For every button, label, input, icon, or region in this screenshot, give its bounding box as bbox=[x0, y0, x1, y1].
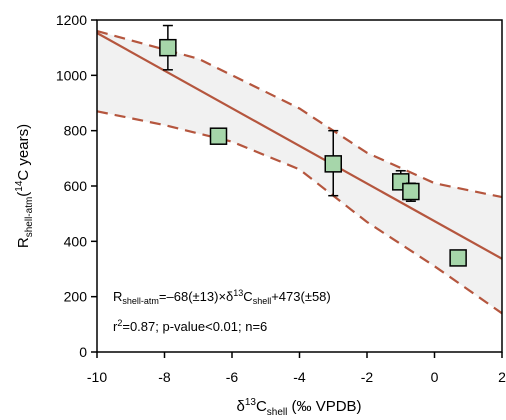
point-marker bbox=[402, 182, 420, 201]
x-tick-label: -8 bbox=[158, 369, 171, 385]
data-point bbox=[159, 24, 177, 71]
x-tick-label: 2 bbox=[498, 369, 506, 385]
x-tick-label: 0 bbox=[431, 369, 439, 385]
y-tick-label: 400 bbox=[64, 233, 88, 249]
x-tick-label: -4 bbox=[293, 369, 306, 385]
x-tick-label: -2 bbox=[361, 369, 374, 385]
y-axis-ticks: 0 200 400 600 800 1000 1200 bbox=[56, 12, 97, 360]
x-axis-title: δ13Cshell (‰ VPDB) bbox=[236, 397, 361, 418]
data-point bbox=[209, 127, 228, 145]
point-marker bbox=[209, 127, 228, 145]
y-tick-label: 0 bbox=[79, 344, 87, 360]
regression-line bbox=[96, 32, 503, 260]
data-point bbox=[402, 182, 420, 202]
regression-equation: Rshell-atm=–68(±13)×δ13Cshell+473(±58) bbox=[113, 288, 331, 306]
fit-statistics: r2=0.87; p-value<0.01; n=6 bbox=[113, 318, 267, 334]
point-layer bbox=[159, 24, 467, 267]
y-tick-label: 600 bbox=[64, 178, 88, 194]
y-tick-label: 200 bbox=[64, 289, 88, 305]
point-marker bbox=[159, 38, 177, 57]
data-point bbox=[449, 249, 467, 267]
confidence-band-layer bbox=[97, 31, 502, 314]
y-tick-label: 800 bbox=[64, 123, 88, 139]
data-point bbox=[324, 129, 342, 197]
confidence-band bbox=[97, 31, 502, 314]
x-axis-ticks: -10 -8 -6 -4 -2 0 2 bbox=[87, 352, 506, 385]
x-tick-label: -6 bbox=[226, 369, 239, 385]
point-marker bbox=[324, 155, 342, 173]
x-tick-label: -10 bbox=[87, 369, 107, 385]
y-tick-label: 1000 bbox=[56, 67, 87, 83]
y-tick-label: 1200 bbox=[56, 12, 87, 28]
y-axis-title: Rshell-atm(14C years) bbox=[14, 124, 35, 248]
point-marker bbox=[449, 249, 467, 267]
